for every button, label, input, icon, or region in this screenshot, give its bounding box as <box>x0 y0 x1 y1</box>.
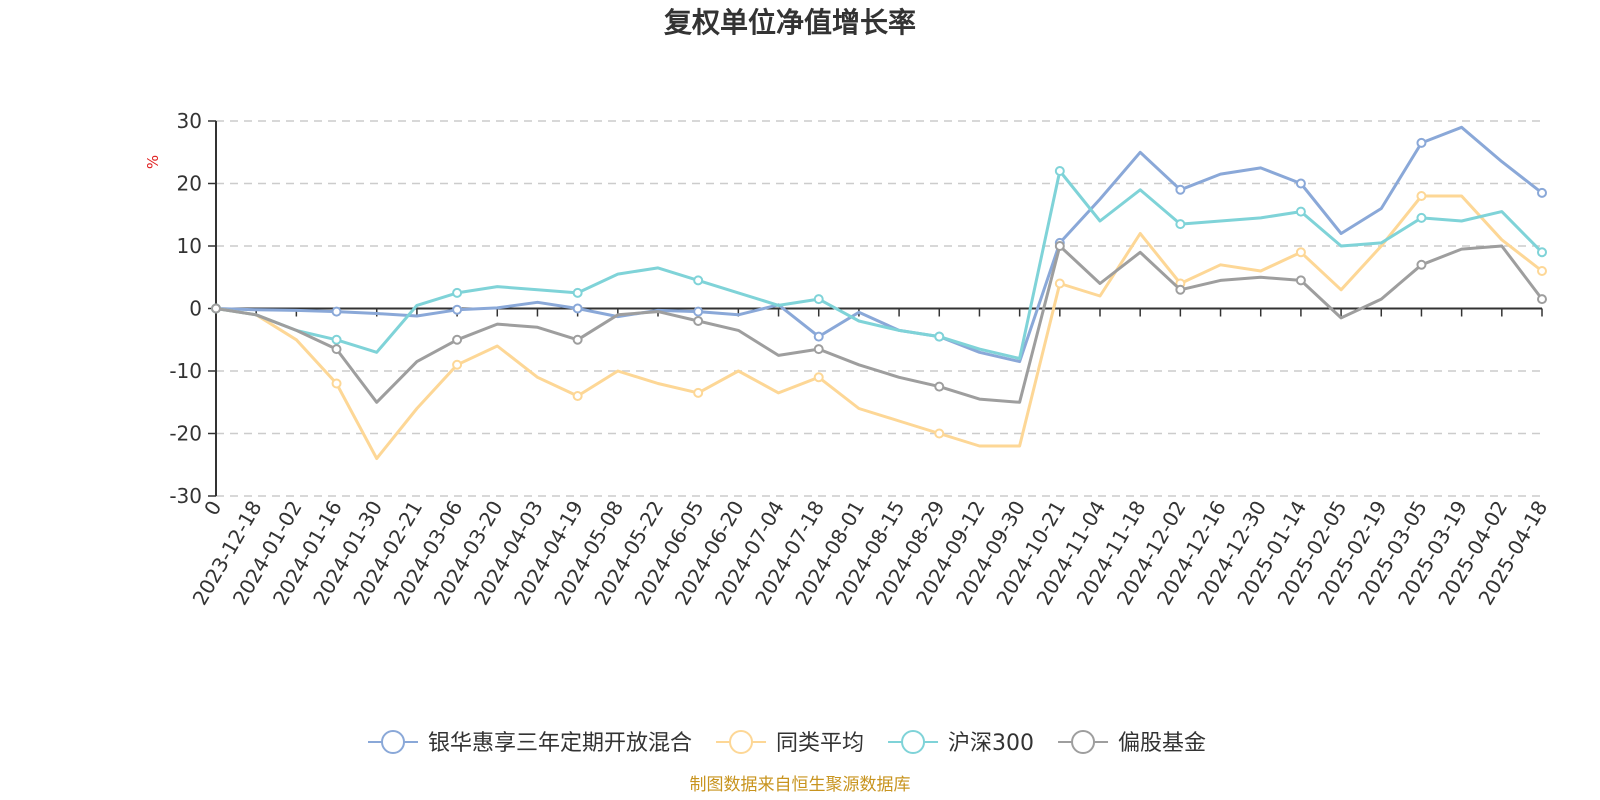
data-point <box>331 334 342 345</box>
y-tick-label: -20 <box>169 422 202 446</box>
legend-item-1[interactable]: 银华惠享三年定期开放混合 <box>368 730 692 756</box>
y-axis-ticks: -30 -20 -10 0 10 20 30 <box>169 109 216 508</box>
data-point <box>1537 247 1547 258</box>
data-point <box>693 275 704 286</box>
y-axis-label: % <box>144 155 162 169</box>
legend-label: 偏股基金 <box>1118 731 1206 756</box>
data-point <box>1054 241 1065 251</box>
series-4 <box>211 241 1547 404</box>
data-point <box>1175 219 1186 230</box>
legend-item-3[interactable]: 沪深300 <box>888 730 1034 756</box>
legend-label: 银华惠享三年定期开放混合 <box>428 731 692 756</box>
legend-item-4[interactable]: 偏股基金 <box>1058 730 1206 756</box>
data-point <box>1295 206 1306 217</box>
x-axis-ticks: 02023-12-182024-01-022024-01-162024-01-3… <box>188 308 1552 609</box>
data-point <box>1054 278 1065 289</box>
series-line <box>215 244 1544 404</box>
data-point <box>1537 187 1547 198</box>
legend-marker-icon <box>901 730 926 754</box>
legend-label: 沪深300 <box>948 731 1034 756</box>
data-point <box>211 303 221 314</box>
legend-marker-icon <box>729 730 754 754</box>
data-point <box>1295 275 1306 286</box>
data-point <box>693 306 704 317</box>
data-point <box>452 334 463 345</box>
data-point <box>1416 137 1427 148</box>
series-line <box>215 125 1543 364</box>
data-point <box>693 387 704 398</box>
x-tick-label: 0 <box>199 497 226 520</box>
series-line <box>215 169 1544 360</box>
data-point <box>331 306 342 317</box>
series-2 <box>211 191 1547 460</box>
legend-label: 同类平均 <box>776 731 864 756</box>
data-source-note: 制图数据来自恒生聚源数据库 <box>690 775 911 795</box>
data-point <box>813 372 824 383</box>
data-point <box>1295 178 1306 189</box>
y-tick-label: 10 <box>177 234 202 258</box>
data-point <box>1054 166 1065 176</box>
data-point <box>934 331 945 342</box>
data-point <box>572 287 583 298</box>
data-point <box>1537 294 1547 305</box>
y-tick-label: 0 <box>189 297 202 321</box>
data-point <box>813 331 824 342</box>
data-point <box>813 344 824 355</box>
data-point <box>934 428 945 439</box>
y-tick-label: 20 <box>177 172 202 196</box>
legend-marker-icon <box>1071 730 1096 754</box>
y-tick-label: 30 <box>177 109 202 133</box>
series-3 <box>211 166 1547 360</box>
data-point <box>693 316 704 326</box>
data-point <box>1416 259 1427 270</box>
chart-title: 复权单位净值增长率 <box>664 6 916 39</box>
data-point <box>1175 184 1186 195</box>
data-point <box>934 381 945 392</box>
data-point <box>452 359 463 370</box>
data-point <box>1416 191 1427 201</box>
y-tick-label: -30 <box>169 484 202 508</box>
y-tick-label: -10 <box>169 359 202 383</box>
series-line <box>215 194 1543 460</box>
series-lines <box>211 125 1547 460</box>
data-point <box>331 378 342 389</box>
legend-marker-icon <box>381 730 405 754</box>
data-point <box>572 391 583 401</box>
data-point <box>572 334 583 345</box>
data-point <box>331 344 342 355</box>
data-point <box>1175 284 1186 295</box>
legend-item-2[interactable]: 同类平均 <box>716 730 864 756</box>
data-point <box>452 287 463 298</box>
data-point <box>1537 266 1547 276</box>
legend[interactable]: 银华惠享三年定期开放混合 同类平均 沪深300 偏股基金 <box>368 730 1206 756</box>
data-point <box>452 304 463 315</box>
data-point <box>1295 247 1306 258</box>
data-point <box>1416 212 1427 223</box>
data-point <box>572 303 583 314</box>
data-point <box>813 294 824 305</box>
